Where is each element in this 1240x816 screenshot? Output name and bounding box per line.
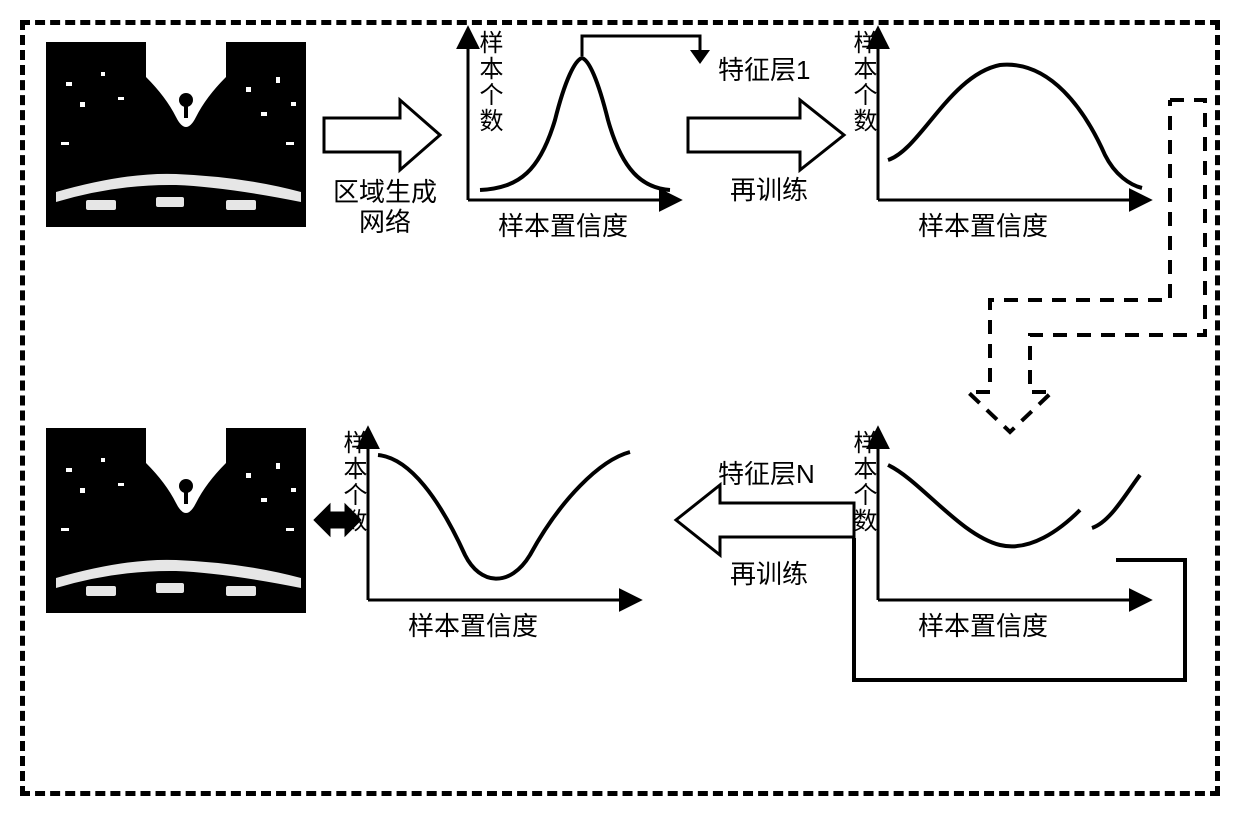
label-layerN: 特征层N: [718, 460, 815, 490]
chart1-xlabel: 样本置信度: [498, 212, 628, 242]
label-layer1: 特征层1: [718, 56, 810, 86]
chart3-xlabel: 样本置信度: [918, 612, 1048, 642]
chart4-xlabel: 样本置信度: [408, 612, 538, 642]
chart3-ylabel: 样本个数: [850, 430, 874, 534]
input-image-top: [46, 42, 306, 227]
label-retrainN: 再训练: [730, 560, 808, 590]
label-rpn: 区域生成网络: [320, 178, 450, 238]
label-retrain1: 再训练: [730, 176, 808, 206]
chart2-ylabel: 样本个数: [850, 30, 874, 134]
output-image-bottom: [46, 428, 306, 613]
chart2-xlabel: 样本置信度: [918, 212, 1048, 242]
chart4-ylabel: 样本个数: [340, 430, 364, 534]
chart1-ylabel: 样本个数: [476, 30, 500, 134]
